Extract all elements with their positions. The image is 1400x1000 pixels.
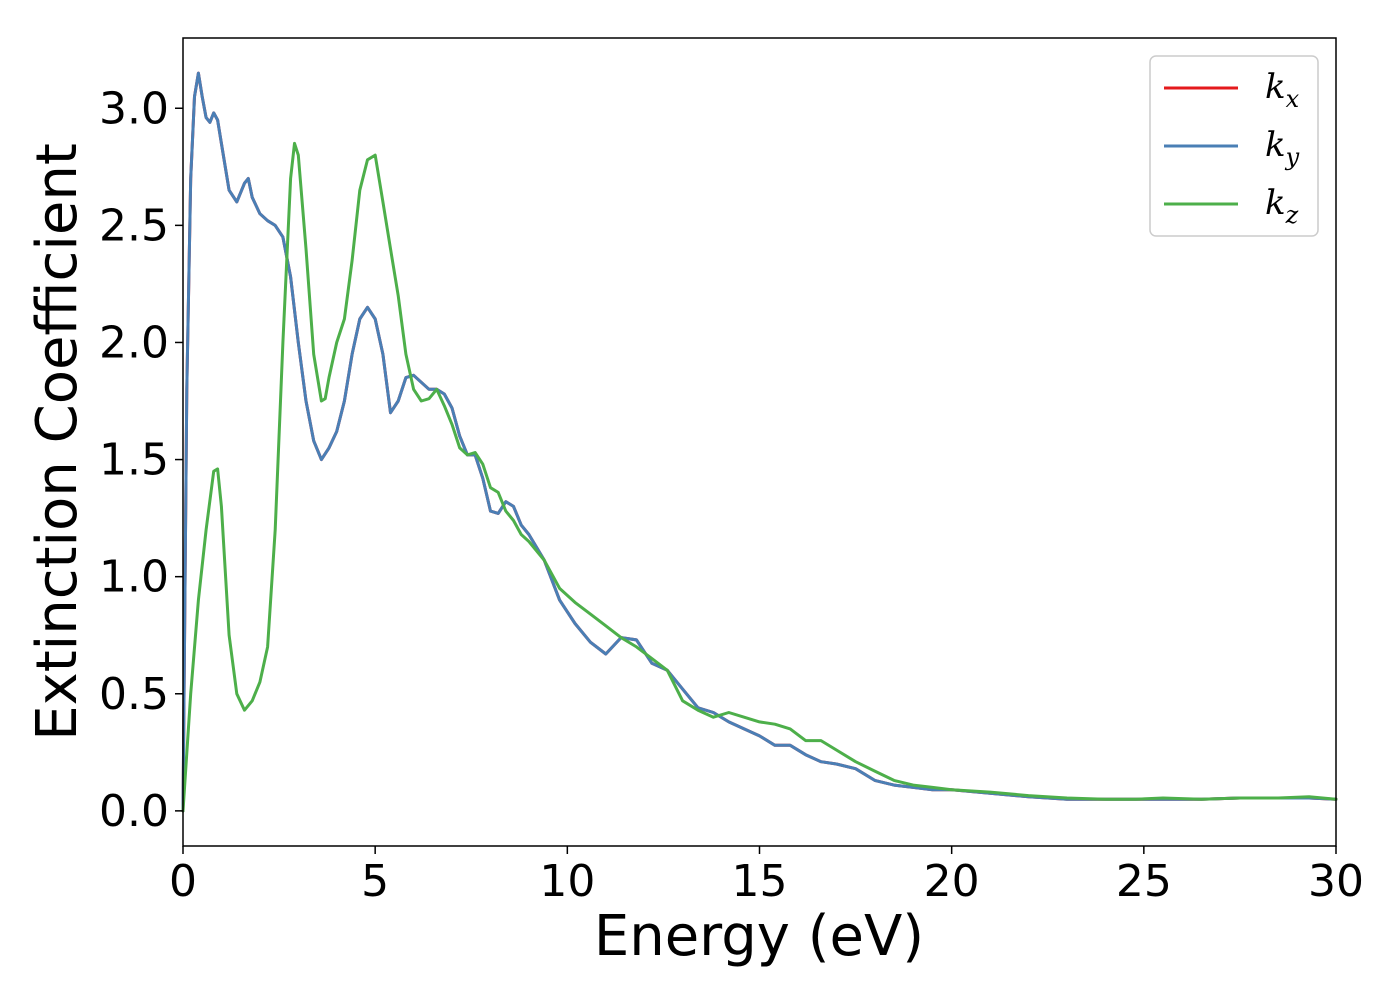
y-tick-label: 1.0	[99, 552, 169, 603]
y-tick-label: 2.5	[99, 200, 169, 251]
x-axis-ticks: 0 5 10 15 20 25 30	[169, 846, 1364, 907]
x-tick-label: 30	[1308, 856, 1364, 907]
x-tick-label: 0	[169, 856, 197, 907]
x-tick-label: 5	[361, 856, 389, 907]
legend-label-kz: kz	[1265, 183, 1299, 229]
x-tick-label: 25	[1116, 856, 1172, 907]
y-tick-label: 3.0	[99, 83, 169, 134]
legend-subscript: z	[1285, 201, 1299, 229]
legend-subscript: x	[1286, 85, 1300, 113]
legend-subscript: y	[1285, 143, 1300, 171]
x-tick-label: 15	[732, 856, 788, 907]
plot-lines	[181, 71, 1338, 813]
x-axis-title: Energy (eV)	[594, 904, 924, 969]
y-tick-label: 2.0	[99, 317, 169, 368]
x-tick-label: 10	[539, 856, 595, 907]
y-tick-label: 0.5	[99, 669, 169, 720]
y-axis-ticks: 0.0 0.5 1.0 1.5 2.0 2.5 3.0	[99, 83, 183, 837]
x-tick-label: 20	[924, 856, 980, 907]
y-tick-label: 1.5	[99, 435, 169, 486]
y-axis-title: Extinction Coefficient	[25, 143, 90, 741]
series-line-kz	[181, 141, 1338, 813]
y-tick-label: 0.0	[99, 786, 169, 837]
